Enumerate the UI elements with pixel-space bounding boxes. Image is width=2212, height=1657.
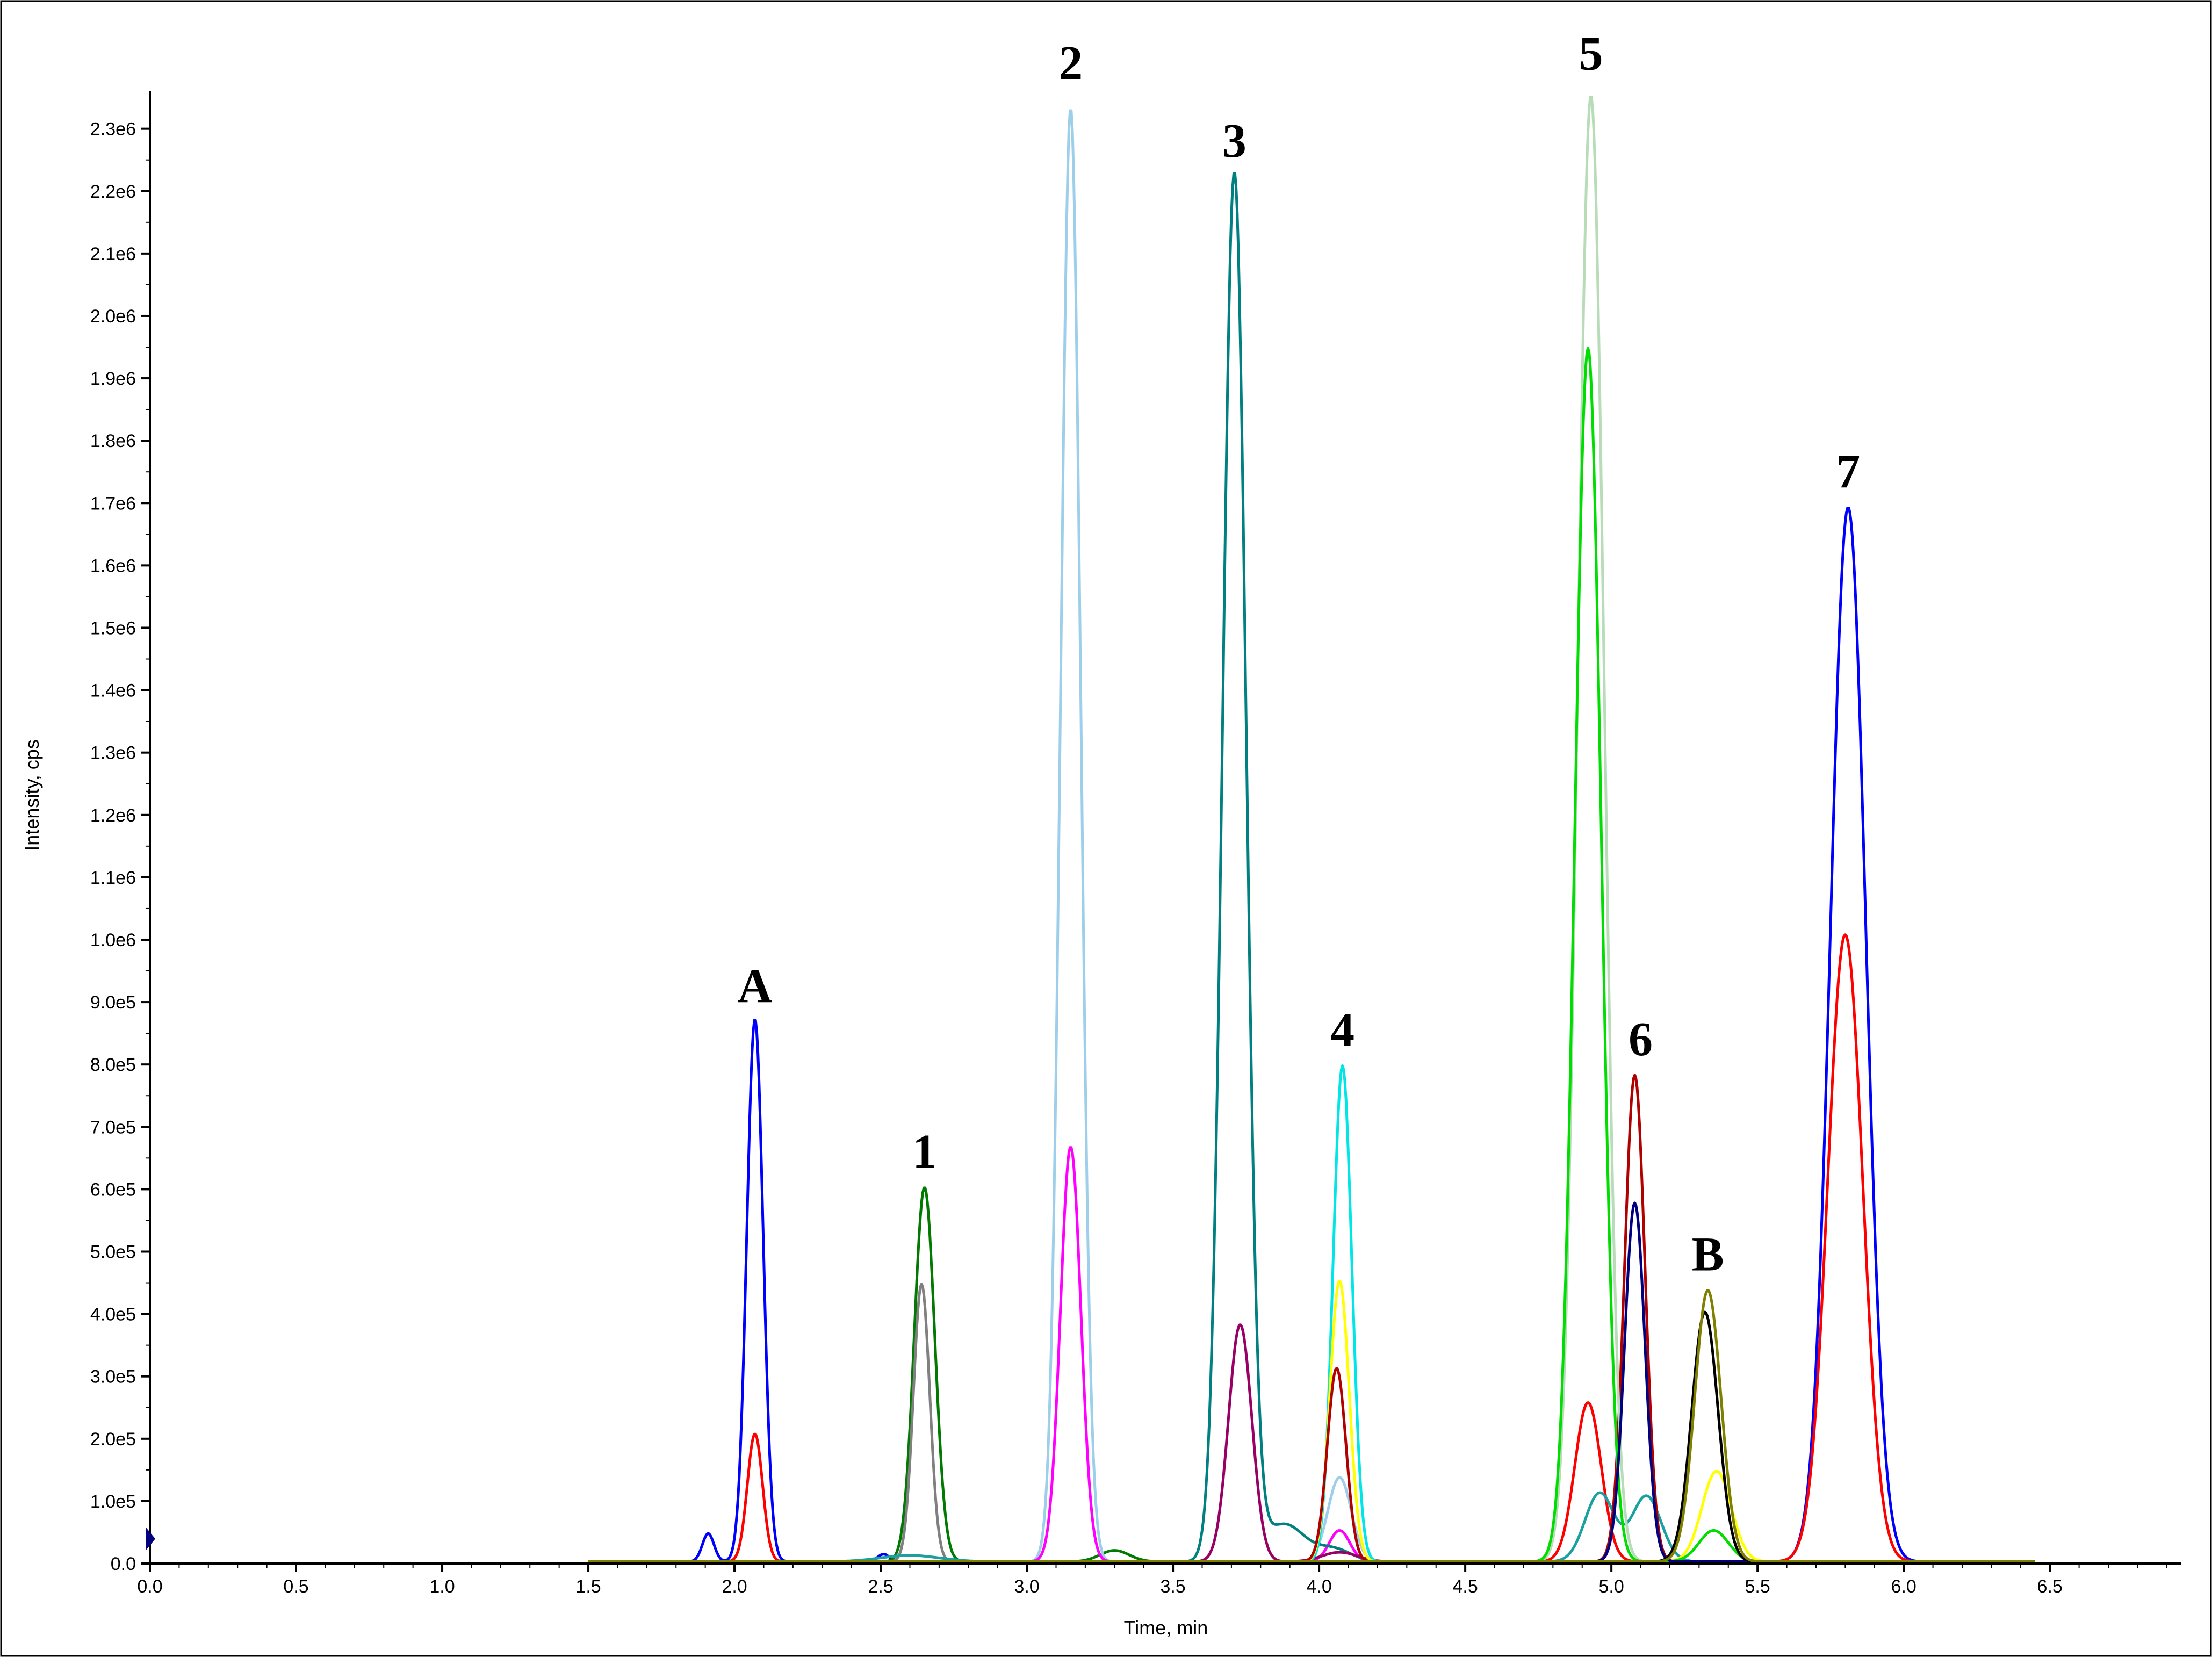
y-tick-label: 1.0e5	[90, 1492, 136, 1512]
y-tick-label: 1.2e6	[90, 805, 136, 826]
y-tick-label: 0.0	[111, 1554, 136, 1574]
chart-axes	[149, 91, 2181, 1565]
y-tick-label: 2.1e6	[90, 244, 136, 264]
y-axis-ticks: 0.0 1.0e5 2.0e5 3.0e5 4.0e5 5.0e5 6.0e5 7.0e5 8.…	[90, 119, 150, 1574]
peak-label: 1	[912, 1125, 936, 1178]
x-tick-label: 1.5	[575, 1576, 601, 1597]
x-tick-label: 2.0	[722, 1576, 747, 1597]
y-tick-label: 2.0e5	[90, 1429, 136, 1450]
x-tick-label: 3.5	[1160, 1576, 1185, 1597]
x-tick-label: 5.5	[1745, 1576, 1770, 1597]
y-axis-marker-icon	[146, 1527, 155, 1551]
peak-label: 3	[1222, 114, 1246, 168]
x-tick-label: 0.0	[137, 1576, 162, 1597]
y-tick-label: 1.3e6	[90, 743, 136, 763]
peak-label: 6	[1629, 1013, 1653, 1066]
peak-label: 2	[1058, 37, 1083, 90]
y-tick-label: 1.7e6	[90, 493, 136, 514]
peak-label: 5	[1579, 27, 1603, 80]
x-tick-label: 6.5	[2037, 1576, 2063, 1597]
y-tick-label: 1.6e6	[90, 556, 136, 576]
x-tick-label: 0.5	[283, 1576, 308, 1597]
y-tick-label: 5.0e5	[90, 1242, 136, 1262]
y-tick-label: 1.1e6	[90, 868, 136, 888]
y-axis-title: Intensity, cps	[21, 739, 43, 851]
x-tick-label: 6.0	[1891, 1576, 1916, 1597]
y-tick-label: 6.0e5	[90, 1179, 136, 1200]
y-tick-label: 3.0e5	[90, 1367, 136, 1387]
x-tick-label: 2.5	[868, 1576, 893, 1597]
y-tick-label: 2.0e6	[90, 306, 136, 327]
peak-labels: A 1 2 3 4 5 6 B 7	[738, 27, 1861, 1281]
y-tick-label: 1.9e6	[90, 369, 136, 389]
y-tick-label: 4.0e5	[90, 1305, 136, 1325]
trace-17	[588, 1289, 2035, 1563]
y-tick-label: 1.5e6	[90, 618, 136, 638]
peak-label: B	[1692, 1228, 1724, 1281]
peak-label: 7	[1836, 445, 1860, 498]
y-tick-label: 8.0e5	[90, 1055, 136, 1075]
x-axis-ticks: 0.0 0.5 1.0 1.5 2.0 2.5 3.0 3.5 4.0 4.5 5.0 5.5 6.0 6…	[137, 1564, 2167, 1597]
y-tick-label: 2.3e6	[90, 119, 136, 140]
x-axis-title: Time, min	[1124, 1617, 1208, 1639]
y-tick-label: 7.0e5	[90, 1117, 136, 1137]
peak-label: 4	[1330, 1003, 1354, 1056]
y-tick-label: 1.4e6	[90, 681, 136, 701]
y-tick-label: 2.2e6	[90, 182, 136, 202]
y-tick-label: 1.0e6	[90, 930, 136, 950]
x-tick-label: 3.0	[1014, 1576, 1039, 1597]
chromatogram-traces	[588, 96, 2035, 1563]
x-tick-label: 4.0	[1306, 1576, 1331, 1597]
x-tick-label: 1.0	[429, 1576, 455, 1597]
y-tick-label: 1.8e6	[90, 431, 136, 451]
x-tick-label: 5.0	[1599, 1576, 1624, 1597]
y-tick-label: 9.0e5	[90, 992, 136, 1013]
peak-label: A	[738, 960, 773, 1013]
x-tick-label: 4.5	[1452, 1576, 1478, 1597]
